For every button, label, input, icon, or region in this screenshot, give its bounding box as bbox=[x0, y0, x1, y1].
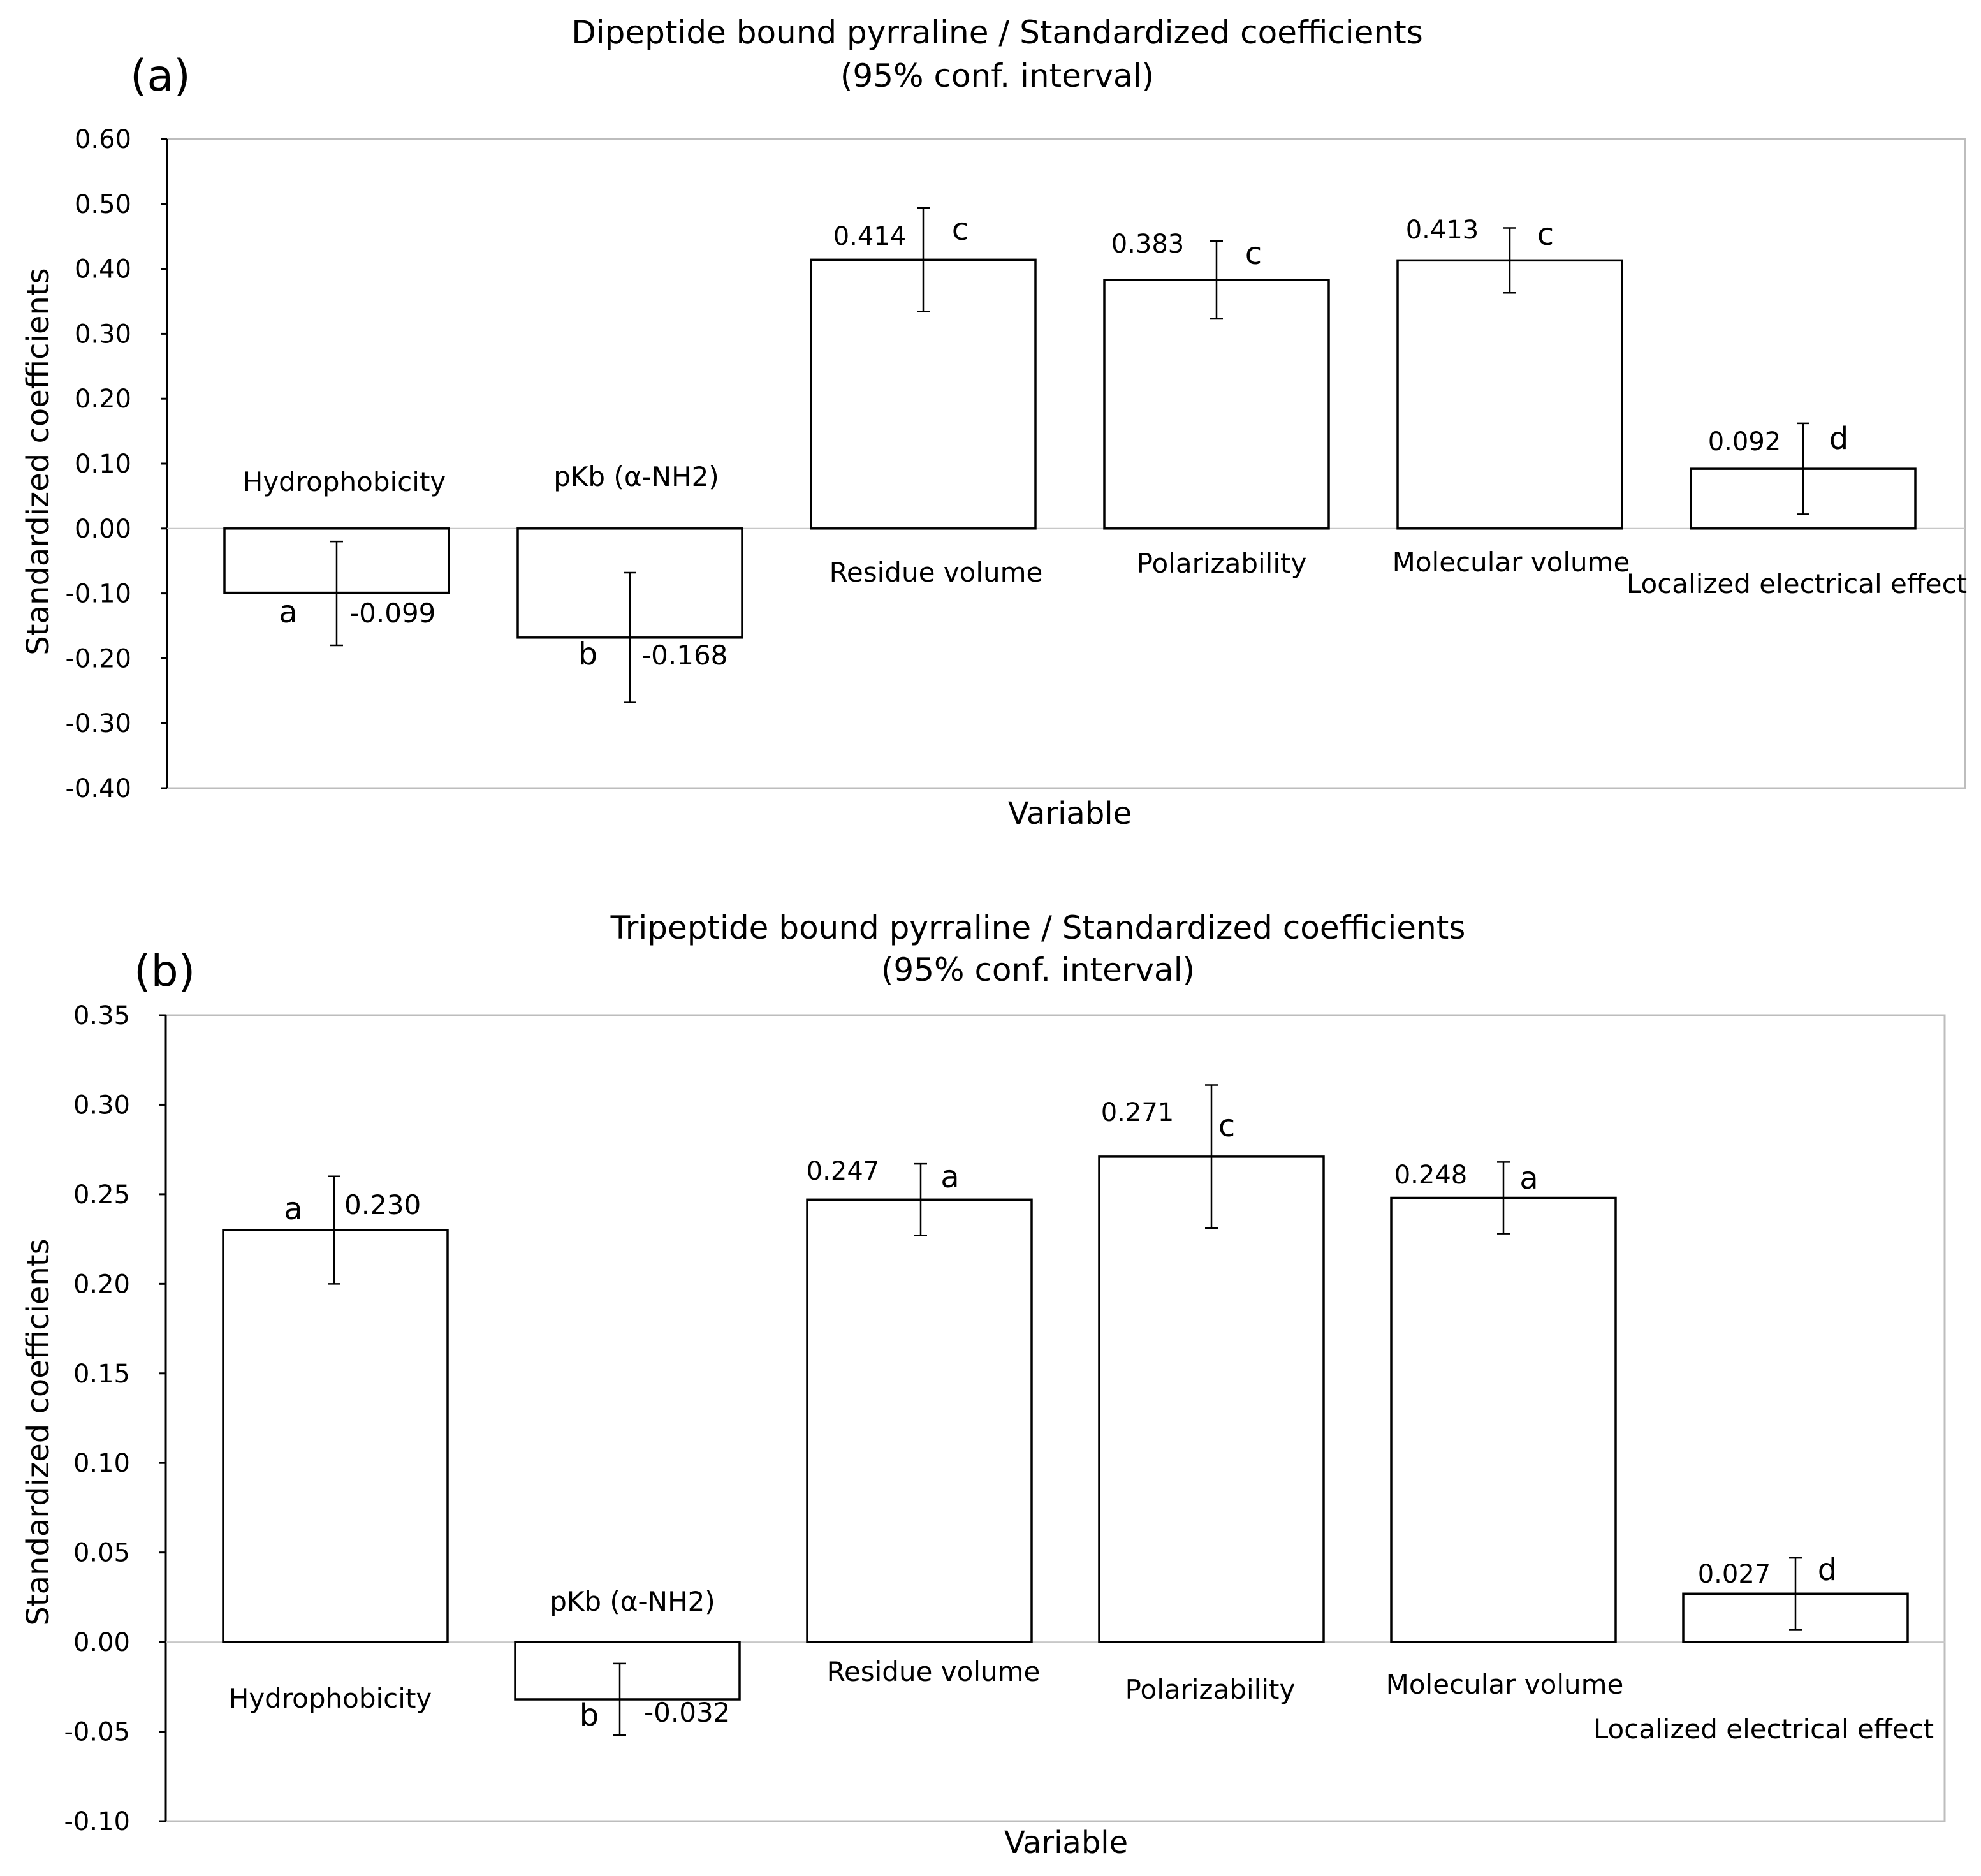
y-tick-label: 0.20 bbox=[73, 1270, 130, 1299]
y-tick-label: 0.10 bbox=[73, 1449, 130, 1478]
bar-series: 0.35 0.30 0.25 0.20 0.15 0.10 0.05 0.00 -0.05 -0.… bbox=[64, 1001, 1945, 1836]
bar bbox=[222, 1229, 449, 1643]
category-label: Molecular volume bbox=[1393, 546, 1630, 578]
y-tick-label: 0.00 bbox=[73, 1628, 130, 1657]
group-letter: a bbox=[940, 1159, 959, 1195]
y-tick-label: -0.10 bbox=[64, 1807, 131, 1836]
chart-subtitle: (95% conf. interval) bbox=[881, 951, 1195, 988]
data-label: 0.230 bbox=[344, 1189, 421, 1220]
category-label: Residue volume bbox=[830, 557, 1043, 588]
category-label: Polarizability bbox=[1137, 548, 1307, 579]
data-label: 0.271 bbox=[1101, 1098, 1174, 1127]
chart-panel-b: Tripeptide bound pyrraline / Standardize… bbox=[20, 909, 1946, 1861]
y-tick-label: 0.00 bbox=[75, 515, 131, 544]
y-tick-label: 0.30 bbox=[75, 319, 131, 349]
data-label: 0.092 bbox=[1708, 427, 1781, 457]
category-label: Localized electrical effect bbox=[1593, 1713, 1934, 1745]
y-tick-label: 0.15 bbox=[73, 1359, 130, 1389]
group-letter: c bbox=[1245, 236, 1262, 272]
data-label: -0.099 bbox=[349, 597, 435, 629]
bar bbox=[1396, 259, 1623, 530]
bar bbox=[1390, 1196, 1617, 1643]
panel-label: (a) bbox=[130, 51, 191, 101]
data-label: 0.383 bbox=[1111, 230, 1185, 259]
category-label: Hydrophobicity bbox=[229, 1683, 432, 1714]
y-tick-label: 0.10 bbox=[75, 450, 131, 479]
chart-subtitle: (95% conf. interval) bbox=[840, 57, 1154, 94]
bar bbox=[514, 1641, 741, 1701]
data-label: 0.413 bbox=[1406, 216, 1479, 245]
data-label: 0.027 bbox=[1698, 1560, 1771, 1589]
y-tick-label: 0.05 bbox=[73, 1539, 130, 1568]
data-label: -0.032 bbox=[644, 1697, 730, 1728]
group-letter: a bbox=[279, 594, 297, 630]
x-axis-title: Variable bbox=[1008, 796, 1132, 832]
category-label: pKb (α-NH2) bbox=[550, 1586, 715, 1617]
y-tick-label: 0.40 bbox=[75, 255, 131, 284]
group-letter: b bbox=[578, 636, 597, 672]
chart-title: Dipeptide bound pyrraline / Standardized… bbox=[571, 14, 1423, 51]
y-tick-label: -0.10 bbox=[66, 580, 132, 609]
y-axis-title: Standardized coefficients bbox=[20, 268, 56, 655]
y-tick-label: 0.35 bbox=[73, 1001, 130, 1030]
y-axis-title: Standardized coefficients bbox=[20, 1238, 56, 1625]
chart-title: Tripeptide bound pyrraline / Standardize… bbox=[610, 909, 1466, 946]
x-axis-title: Variable bbox=[1004, 1825, 1128, 1861]
y-tick-label: -0.05 bbox=[64, 1718, 131, 1747]
y-tick-label: 0.20 bbox=[75, 385, 131, 414]
chart-panel-a: Dipeptide bound pyrraline / Standardized… bbox=[20, 14, 1967, 832]
data-label: 0.414 bbox=[833, 222, 907, 251]
plot-area-frame bbox=[166, 138, 1966, 789]
group-letter: a bbox=[284, 1191, 302, 1227]
bar-series: 0.60 0.50 0.40 0.30 0.20 0.10 0.00 -0.10 -0.20 -0… bbox=[66, 125, 1968, 803]
panel-label: (b) bbox=[134, 946, 195, 997]
bar bbox=[1098, 1155, 1325, 1643]
category-label: Polarizability bbox=[1125, 1674, 1296, 1705]
y-tick-label: -0.20 bbox=[66, 644, 132, 673]
y-tick-label: -0.30 bbox=[66, 709, 132, 738]
group-letter: a bbox=[1519, 1161, 1538, 1196]
data-label: 0.248 bbox=[1394, 1161, 1468, 1190]
y-tick-label: -0.40 bbox=[66, 774, 132, 803]
category-label: Molecular volume bbox=[1386, 1669, 1624, 1700]
group-letter: c bbox=[952, 212, 969, 247]
y-tick-label: 0.50 bbox=[75, 190, 131, 219]
group-letter: b bbox=[580, 1697, 599, 1733]
category-label: Residue volume bbox=[827, 1656, 1041, 1687]
group-letter: c bbox=[1537, 217, 1554, 253]
y-tick-label: 0.30 bbox=[73, 1090, 130, 1120]
group-letter: d bbox=[1818, 1552, 1837, 1588]
category-label: Hydrophobicity bbox=[243, 466, 446, 497]
data-label: 0.247 bbox=[807, 1157, 880, 1186]
data-label: -0.168 bbox=[641, 640, 727, 671]
category-label: pKb (α-NH2) bbox=[553, 461, 719, 492]
bar bbox=[806, 1198, 1033, 1643]
y-tick-label: 0.60 bbox=[75, 125, 131, 154]
category-label: Localized electrical effect bbox=[1626, 568, 1967, 599]
y-tick-label: 0.25 bbox=[73, 1180, 130, 1210]
group-letter: d bbox=[1829, 421, 1848, 457]
group-letter: c bbox=[1218, 1108, 1235, 1144]
